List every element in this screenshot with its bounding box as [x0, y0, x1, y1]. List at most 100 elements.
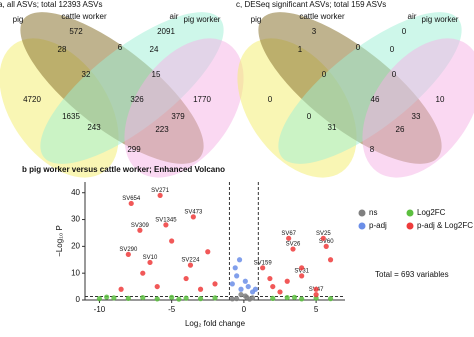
- point: [111, 295, 117, 301]
- legend-marker: [406, 222, 414, 230]
- panel-title: b pig worker versus cattle worker; Enhan…: [22, 165, 225, 174]
- point-label: SV224: [181, 258, 200, 264]
- point: [323, 243, 329, 249]
- region-count: 1: [298, 45, 303, 54]
- total-note: Total = 693 variables: [375, 270, 449, 279]
- region-count: 326: [130, 95, 144, 104]
- point: [260, 265, 266, 271]
- point: [183, 275, 189, 282]
- point: [238, 292, 244, 298]
- region-count: 223: [155, 125, 169, 134]
- set-label: pig worker: [422, 15, 459, 24]
- region-count: 1635: [62, 112, 80, 121]
- point-label: SV271: [151, 188, 170, 194]
- point: [249, 295, 256, 301]
- point-label: SV67: [281, 231, 296, 237]
- panel-title: c, DESeq significant ASVs; total 159 ASV…: [236, 0, 386, 9]
- set-label: air: [170, 12, 179, 21]
- x-tick-label: 0: [242, 305, 247, 314]
- point: [197, 296, 204, 302]
- region-count: 1770: [193, 95, 211, 104]
- point: [147, 259, 153, 266]
- set-ellipse: [124, 38, 244, 178]
- point-label: SV654: [122, 196, 141, 202]
- point: [299, 296, 305, 302]
- point: [229, 281, 235, 287]
- point: [169, 238, 175, 244]
- point: [286, 235, 292, 241]
- region-count: 0: [390, 45, 395, 54]
- point: [197, 286, 204, 292]
- point: [163, 222, 169, 228]
- set-label: pig: [251, 15, 262, 24]
- point: [169, 294, 175, 300]
- point: [299, 265, 305, 271]
- region-count: 299: [127, 145, 141, 154]
- region-count: 243: [87, 123, 101, 132]
- set-label: cattle worker: [299, 12, 345, 21]
- region-count: 31: [328, 123, 337, 132]
- x-tick-label: -10: [94, 305, 106, 314]
- point-label: SV10: [143, 255, 158, 261]
- point-label: SV31: [294, 268, 309, 274]
- x-axis-label: Log₂ fold change: [185, 319, 246, 328]
- region-count: 0: [268, 95, 273, 104]
- point-label: SV25: [316, 231, 331, 237]
- point: [212, 281, 218, 287]
- point: [245, 283, 251, 290]
- point-label: SV26: [286, 242, 301, 248]
- set-ellipse: [362, 38, 474, 178]
- point: [267, 275, 273, 282]
- region-count: 46: [371, 95, 380, 104]
- point: [140, 294, 146, 301]
- point: [320, 235, 326, 241]
- point: [234, 273, 240, 279]
- point: [118, 286, 124, 292]
- region-count: 33: [412, 112, 421, 121]
- point: [205, 249, 211, 255]
- legend-marker: [358, 209, 366, 217]
- point: [176, 296, 182, 302]
- region-count: 24: [150, 45, 159, 54]
- point: [229, 296, 235, 302]
- region-count: 8: [370, 145, 375, 154]
- region-count: 0: [356, 43, 361, 52]
- y-tick-label: 0: [76, 295, 81, 304]
- legend-marker: [358, 222, 366, 230]
- point: [252, 286, 259, 292]
- region-count: 0: [392, 70, 397, 79]
- point: [157, 192, 163, 199]
- legend-label: ns: [369, 208, 377, 217]
- point: [140, 270, 146, 276]
- point: [242, 293, 248, 299]
- region-count: 3: [312, 27, 317, 36]
- set-label: cattle worker: [61, 12, 107, 21]
- region-count: 2091: [157, 27, 175, 36]
- set-label: pig: [13, 15, 24, 24]
- region-count: 0: [322, 70, 327, 79]
- point: [291, 294, 298, 300]
- region-count: 26: [396, 125, 405, 134]
- point-label: SV473: [184, 209, 203, 215]
- set-label: air: [408, 12, 417, 21]
- region-count: 28: [58, 45, 67, 54]
- point: [238, 286, 244, 292]
- region-count: 6: [118, 43, 123, 52]
- point: [284, 294, 290, 301]
- set-label: pig worker: [184, 15, 221, 24]
- point: [327, 296, 334, 302]
- legend-label: p-adj: [369, 221, 387, 230]
- region-count: 0: [307, 112, 312, 121]
- point: [277, 289, 283, 295]
- point: [137, 227, 143, 233]
- point-label: SV290: [119, 247, 138, 253]
- region-count: 0: [402, 27, 407, 36]
- point-label: SV1345: [155, 217, 177, 223]
- region-count: 4720: [23, 95, 41, 104]
- point-label: SV60: [319, 239, 334, 245]
- point: [313, 292, 319, 298]
- legend-marker: [406, 209, 414, 217]
- region-count: 572: [69, 27, 83, 36]
- panel-title: a, all ASVs; total 12393 ASVs: [0, 0, 103, 9]
- x-tick-label: 5: [314, 305, 319, 314]
